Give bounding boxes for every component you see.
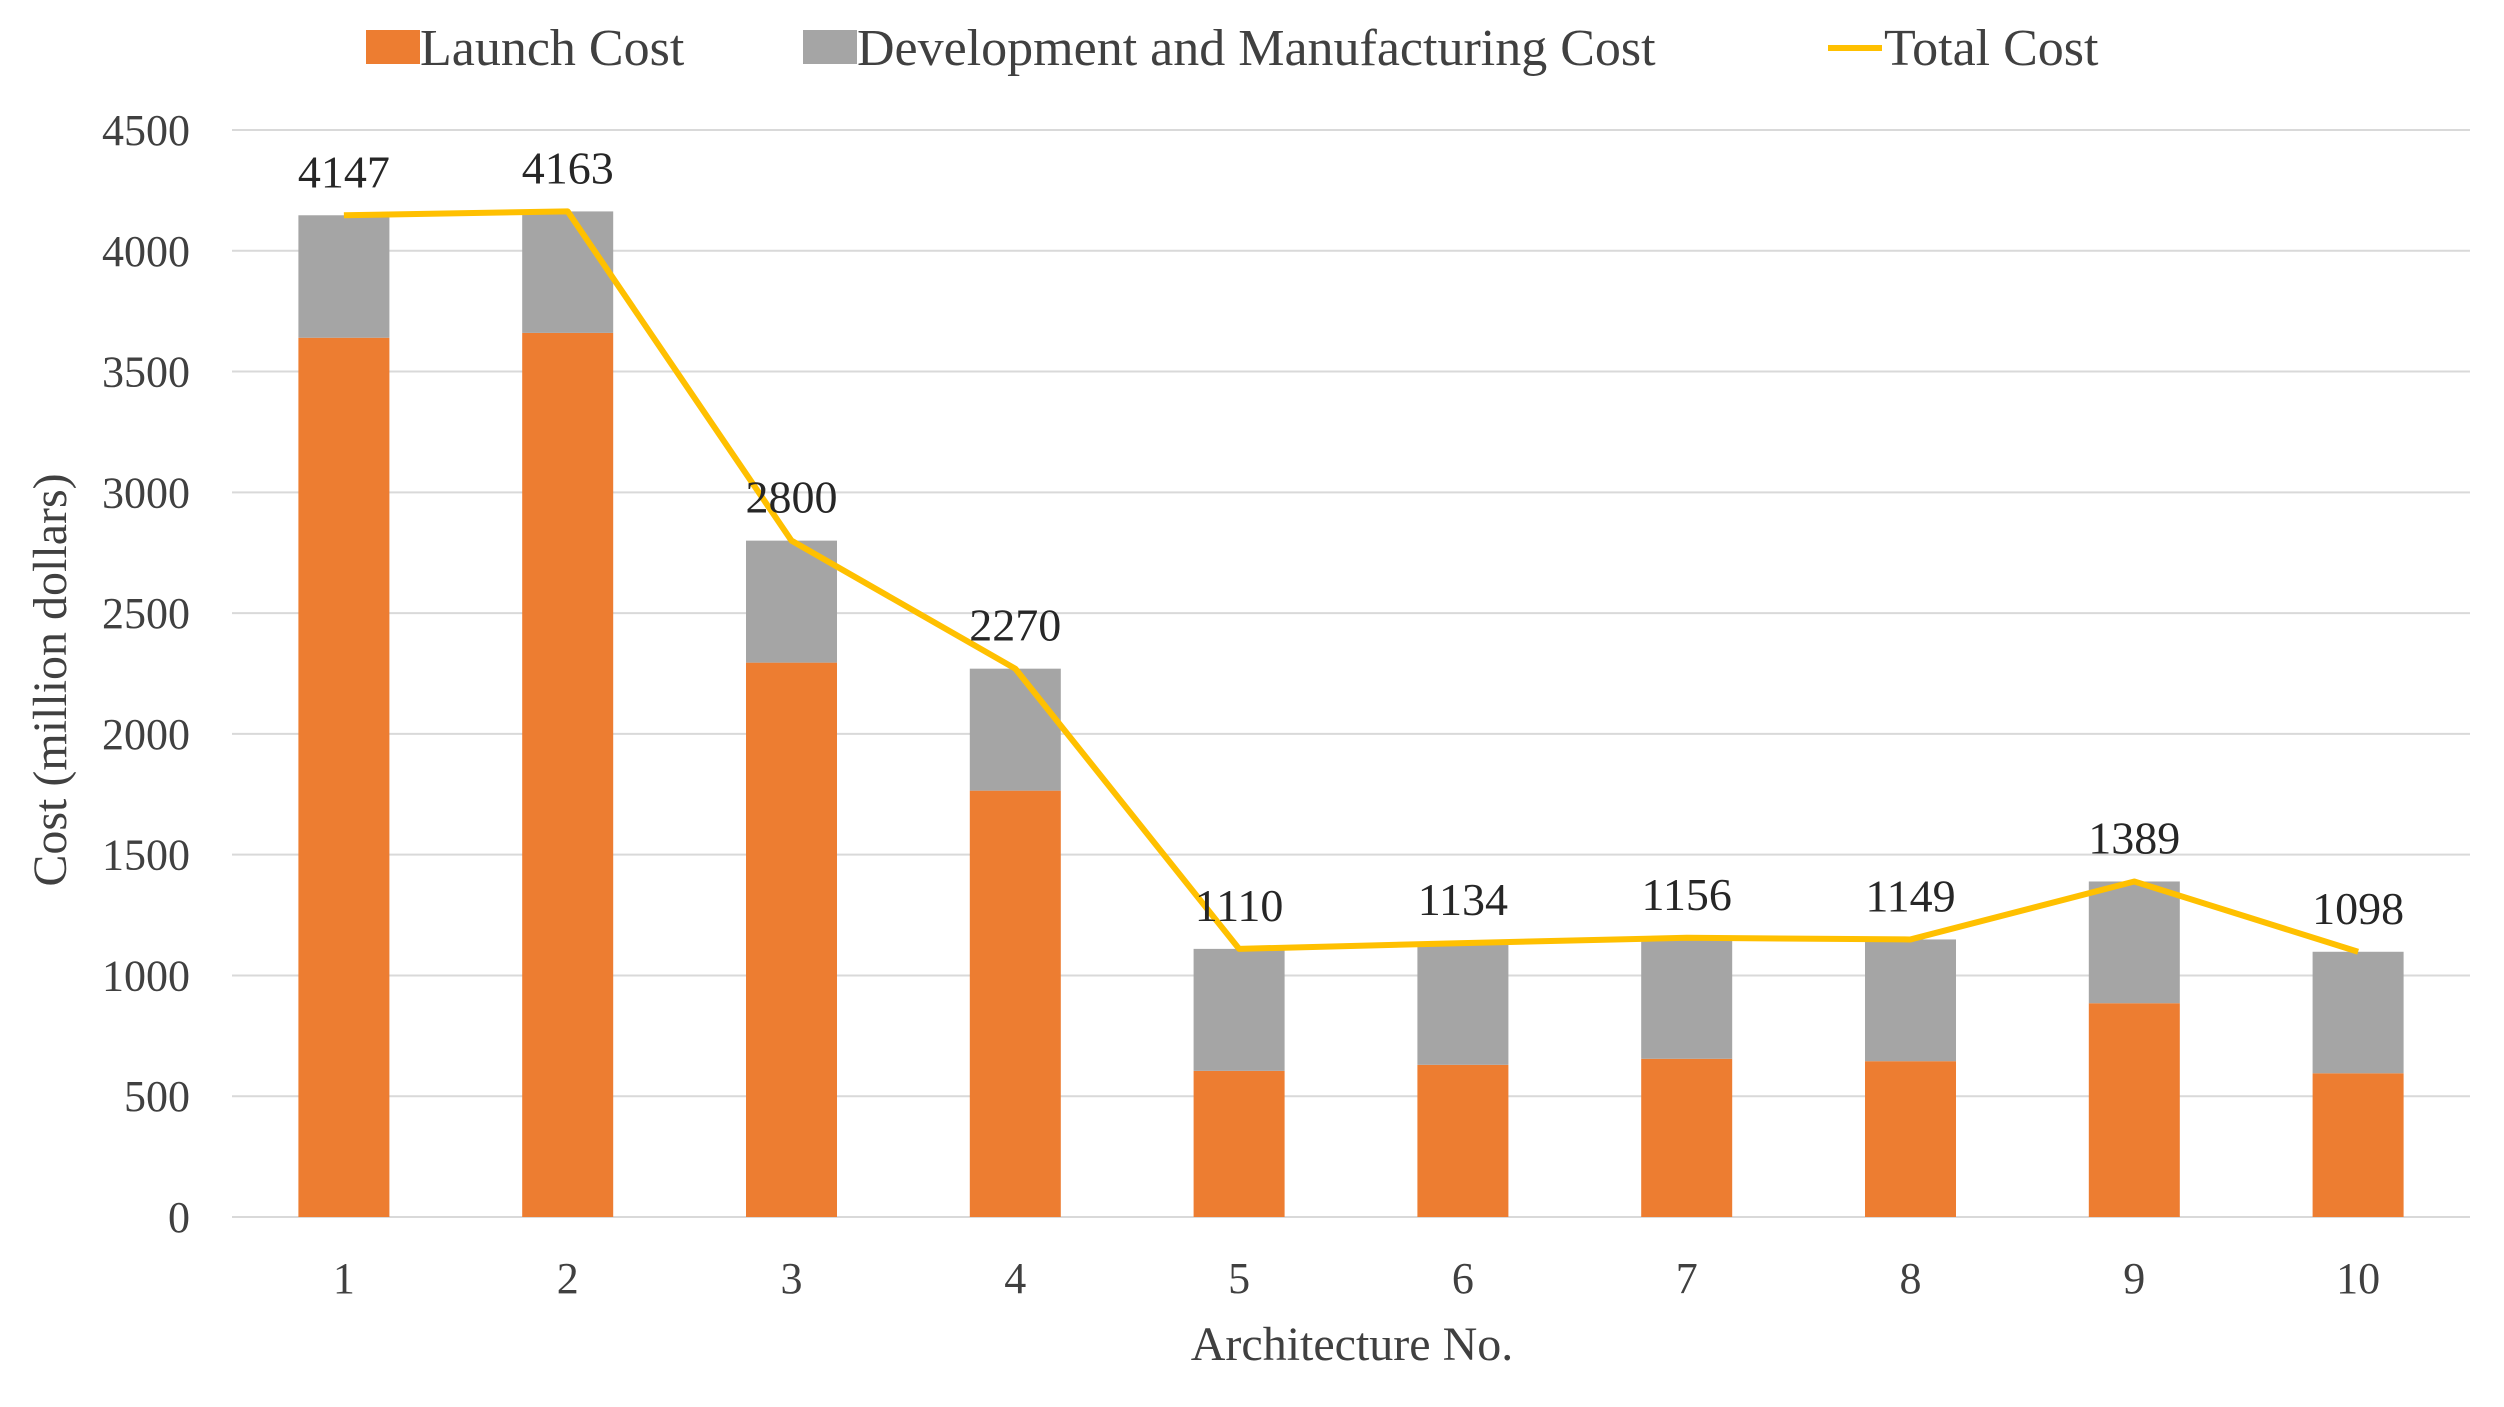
legend-swatch-launch-cost (366, 30, 420, 64)
bar-launch-cost (2088, 1003, 2180, 1217)
x-tick-label: 7 (1676, 1254, 1698, 1303)
bar-launch-cost (746, 662, 837, 1217)
y-tick-label: 500 (124, 1072, 190, 1121)
x-tick-label: 6 (1452, 1254, 1474, 1303)
bar-development-cost (522, 211, 614, 333)
bar-launch-cost (969, 790, 1061, 1217)
data-label-total-cost: 1110 (1195, 880, 1284, 931)
y-tick-label: 4500 (102, 106, 190, 155)
total-cost-line (343, 208, 2359, 955)
x-tick-labels: 1 2 3 4 5 6 7 8 9 10 (333, 1254, 2380, 1303)
bar-launch-cost (1193, 1070, 1285, 1217)
data-label-total-cost: 4147 (298, 146, 390, 197)
data-label-total-cost: 2800 (746, 472, 838, 523)
data-label-total-cost: 1149 (1865, 870, 1955, 921)
legend-item-total-cost: Total Cost (1828, 20, 2099, 77)
bar-development-cost (1193, 948, 1285, 1071)
bar-launch-cost (298, 337, 390, 1217)
x-axis-title: Architecture No. (1191, 1318, 1514, 1371)
y-tick-labels: 0 500 1000 1500 2000 2500 3000 3500 4000 4500 (102, 106, 190, 1242)
y-tick-label: 3500 (102, 348, 190, 397)
bar-launch-cost (1417, 1064, 1509, 1217)
total-cost-line-layer (343, 208, 2359, 955)
x-tick-label: 3 (781, 1254, 803, 1303)
y-tick-label: 2000 (102, 710, 190, 759)
y-tick-label: 4000 (102, 227, 190, 276)
y-tick-label: 1000 (102, 951, 190, 1000)
bar-development-cost (1641, 937, 1733, 1059)
bar-launch-cost (1641, 1058, 1733, 1217)
bar-development-cost (1865, 939, 1956, 1062)
y-axis-title: Cost (million dollars) (24, 473, 77, 886)
bars (298, 211, 2404, 1217)
data-label-total-cost: 1098 (2312, 883, 2404, 934)
bar-development-cost (1417, 943, 1509, 1065)
data-label-total-cost: 1156 (1642, 869, 1732, 920)
x-tick-label: 5 (1228, 1254, 1250, 1303)
legend-label-development-cost: Development and Manufacturing Cost (857, 20, 1656, 77)
y-tick-label: 2500 (102, 589, 190, 638)
legend-swatch-development-cost (803, 30, 857, 64)
legend-item-development-cost: Development and Manufacturing Cost (803, 20, 1656, 77)
data-label-total-cost: 2270 (969, 600, 1061, 651)
data-label-total-cost: 1389 (2088, 812, 2180, 863)
bar-development-cost (2312, 951, 2404, 1074)
data-labels: 4147 4163 2800 2270 1110 1134 1156 1149 1389 1098 (298, 142, 2404, 933)
bar-development-cost (2088, 881, 2180, 1004)
x-tick-label: 8 (1900, 1254, 1922, 1303)
bar-launch-cost (1865, 1061, 1956, 1217)
data-label-total-cost: 1134 (1418, 874, 1508, 925)
y-tick-label: 1500 (102, 831, 190, 880)
x-tick-label: 4 (1004, 1254, 1026, 1303)
bar-development-cost (298, 215, 390, 338)
legend: Launch Cost Development and Manufacturin… (366, 20, 2099, 77)
x-tick-label: 2 (557, 1254, 579, 1303)
data-label-total-cost: 4163 (522, 142, 614, 193)
bar-launch-cost (522, 332, 614, 1217)
legend-item-launch-cost: Launch Cost (366, 20, 685, 77)
x-tick-label: 9 (2123, 1254, 2145, 1303)
legend-label-total-cost: Total Cost (1884, 20, 2099, 77)
bar-launch-cost (2312, 1073, 2404, 1217)
y-tick-label: 3000 (102, 468, 190, 517)
bar-development-cost (969, 668, 1061, 791)
y-tick-label: 0 (168, 1193, 190, 1242)
x-tick-label: 1 (333, 1254, 355, 1303)
legend-label-launch-cost: Launch Cost (420, 20, 685, 77)
x-tick-label: 10 (2336, 1254, 2380, 1303)
